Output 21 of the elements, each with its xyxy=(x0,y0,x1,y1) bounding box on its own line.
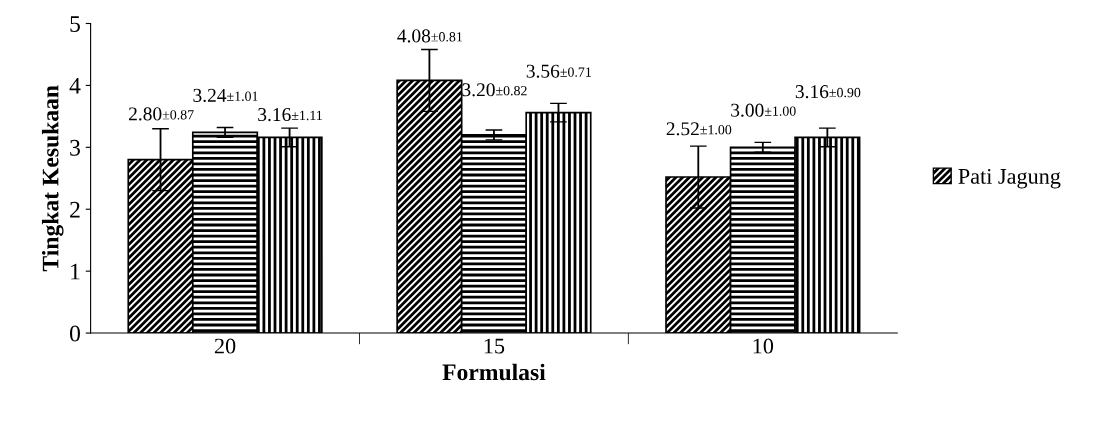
y-tick-label: 3 xyxy=(70,139,80,156)
data-label: 3.00±1.00 xyxy=(731,103,796,117)
x-tick-label: 10 xyxy=(753,338,774,354)
data-label: 2.52±1.00 xyxy=(666,122,732,136)
y-axis-title: Tingkat Kesukaan xyxy=(41,85,64,272)
data-label: 2.80±0.87 xyxy=(128,107,194,121)
data-label: 3.16±0.90 xyxy=(795,85,861,99)
x-tick-label: 15 xyxy=(484,338,505,354)
x-tick-label: 20 xyxy=(214,338,236,354)
y-tick-label: 5 xyxy=(70,16,80,32)
legend-label: Pati Jagung xyxy=(958,168,1061,189)
y-tick-label: 4 xyxy=(69,78,81,94)
x-axis-title: Formulasi xyxy=(442,363,546,381)
data-label: 3.24±1.01 xyxy=(193,88,258,102)
y-tick-label: 1 xyxy=(71,263,80,280)
y-tick-label: 2 xyxy=(70,201,80,218)
data-label: 3.56±0.71 xyxy=(526,64,591,78)
data-label: 3.16±1.11 xyxy=(258,108,322,122)
data-label: 4.08±0.81 xyxy=(397,29,462,43)
data-label: 3.20±0.82 xyxy=(462,83,527,97)
y-tick-label: 0 xyxy=(69,325,80,342)
